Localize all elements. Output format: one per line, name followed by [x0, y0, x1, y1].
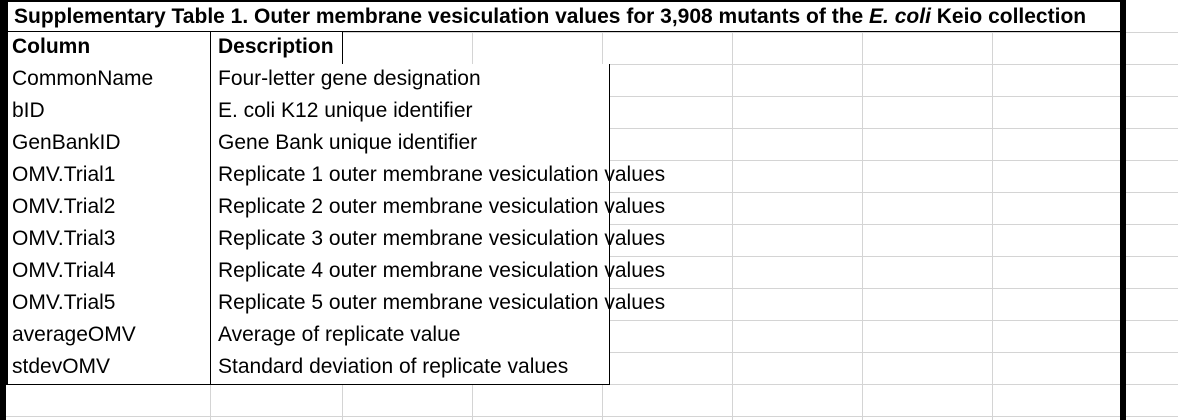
right-border [1120, 0, 1126, 420]
cell-description[interactable]: Replicate 3 outer membrane vesiculation … [218, 227, 666, 250]
cell-column[interactable]: bID [12, 99, 45, 122]
header-column[interactable]: Column [12, 35, 91, 58]
cell-description[interactable]: Four-letter gene designation [218, 67, 481, 90]
cell-column[interactable]: CommonName [12, 67, 154, 90]
cell-column[interactable]: OMV.Trial3 [12, 227, 116, 250]
description-header-box [210, 32, 343, 65]
cell-column[interactable]: GenBankID [12, 131, 121, 154]
cell-description[interactable]: Average of replicate value [218, 323, 461, 346]
row-header-edge [0, 0, 6, 420]
cell-column[interactable]: OMV.Trial2 [12, 195, 116, 218]
header-description[interactable]: Description [218, 35, 334, 58]
cell-description[interactable]: E. coli K12 unique identifier [218, 99, 473, 122]
cell-description[interactable]: Replicate 5 outer membrane vesiculation … [218, 291, 666, 314]
cell-column[interactable]: stdevOMV [12, 355, 111, 378]
cell-column[interactable]: OMV.Trial4 [12, 259, 116, 282]
column-box [6, 32, 211, 385]
cell-description[interactable]: Gene Bank unique identifier [218, 131, 478, 154]
cell-description[interactable]: Replicate 4 outer membrane vesiculation … [218, 259, 666, 282]
cell-description[interactable]: Replicate 2 outer membrane vesiculation … [218, 195, 666, 218]
cell-description[interactable]: Standard deviation of replicate values [218, 355, 569, 378]
cell-description[interactable]: Replicate 1 outer membrane vesiculation … [218, 163, 666, 186]
cell-column[interactable]: OMV.Trial1 [12, 163, 116, 186]
cell-grid: Supplementary Table 1. Outer membrane ve… [6, 0, 1178, 420]
description-box [210, 64, 610, 385]
cell-column[interactable]: OMV.Trial5 [12, 291, 116, 314]
table-title: Supplementary Table 1. Outer membrane ve… [14, 5, 1087, 28]
cell-column[interactable]: averageOMV [12, 323, 136, 346]
table-title-cell[interactable]: Supplementary Table 1. Outer membrane ve… [6, 0, 1120, 32]
